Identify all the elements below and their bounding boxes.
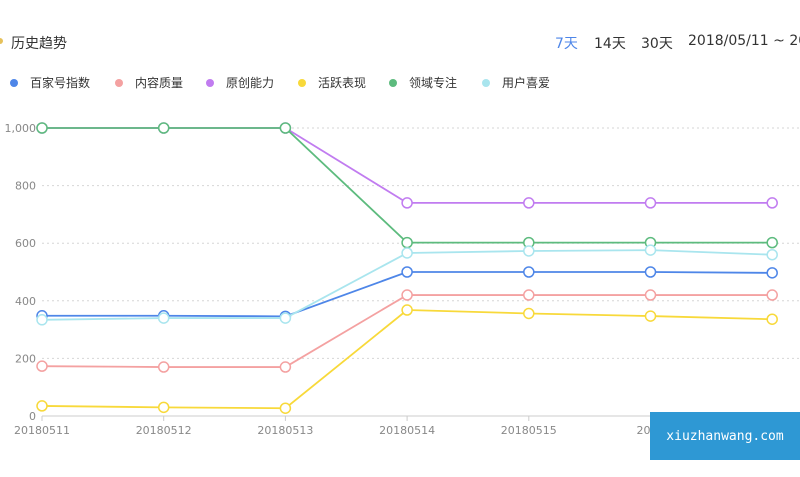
y-tick-label: 1,000 (5, 122, 37, 135)
data-point (401, 247, 413, 259)
legend-label: 百家号指数 (30, 76, 91, 90)
data-point (36, 314, 48, 326)
data-point (279, 361, 292, 373)
data-point (157, 122, 170, 134)
legend-label: 内容质量 (135, 76, 184, 90)
x-tick-label: 20180512 (136, 424, 192, 437)
legend-item-content-quality[interactable]: 内容质量 (115, 74, 183, 91)
title-marker (0, 38, 3, 44)
x-tick-label: 20180511 (14, 424, 70, 437)
data-point (766, 236, 778, 249)
legend-marker (115, 78, 123, 87)
data-point (157, 401, 170, 414)
data-point (766, 313, 778, 325)
data-point (36, 360, 48, 372)
data-point (766, 248, 778, 261)
data-point (401, 197, 413, 209)
legend-item-user-favor[interactable]: 用户喜爱 (482, 74, 550, 91)
data-point (523, 289, 535, 301)
y-tick-label: 400 (15, 295, 36, 308)
legend-label: 原创能力 (226, 76, 275, 90)
chart-header: 历史趋势 7天 14天 30天 2018/05/11 ~ 2018 (0, 0, 800, 80)
data-point (157, 361, 170, 373)
data-point (523, 266, 535, 278)
legend-marker (389, 78, 397, 87)
legend-marker (10, 78, 18, 87)
range-tab-7-days[interactable]: 7天 (555, 36, 578, 52)
panel-title: 历史趋势 (11, 36, 67, 52)
data-point (36, 400, 48, 412)
legend-marker (206, 78, 214, 87)
legend-marker (482, 78, 490, 87)
x-tick-label: 20180513 (257, 424, 313, 437)
data-point (523, 307, 535, 320)
x-tick-label: 20180515 (501, 424, 557, 437)
legend-item-domain-focus[interactable]: 领域专注 (389, 74, 457, 91)
y-tick-label: 200 (15, 352, 36, 365)
legend-label: 用户喜爱 (502, 76, 551, 90)
data-point (644, 197, 657, 209)
data-point (401, 304, 413, 316)
data-point (279, 402, 292, 414)
range-tab-30-days[interactable]: 30天 (641, 36, 673, 52)
range-tab-14-days[interactable]: 14天 (594, 36, 626, 52)
data-point (766, 267, 778, 279)
data-point (766, 197, 778, 209)
legend-item-baijiahao-index[interactable]: 百家号指数 (10, 74, 90, 91)
series-line (42, 127, 773, 204)
chart-legend: 百家号指数 内容质量 原创能力 活跃表现 领域专注 用户喜爱 (0, 74, 800, 92)
y-tick-label: 800 (15, 180, 36, 193)
data-point (644, 244, 657, 256)
legend-label: 活跃表现 (318, 76, 367, 90)
data-point (644, 289, 657, 301)
data-point (401, 289, 413, 301)
data-point (766, 289, 778, 301)
x-tick-label: 20180514 (379, 424, 435, 437)
data-point (157, 312, 170, 324)
watermark: xiuzhanwang.com (650, 412, 800, 460)
y-tick-label: 0 (29, 410, 36, 423)
date-range[interactable]: 2018/05/11 ~ 2018 (688, 33, 800, 49)
legend-item-activity[interactable]: 活跃表现 (298, 74, 366, 91)
data-point (401, 266, 413, 278)
data-point (279, 122, 292, 134)
legend-label: 领域专注 (409, 76, 458, 90)
series-line (41, 309, 773, 410)
y-tick-label: 600 (15, 237, 36, 250)
data-point (36, 122, 48, 134)
legend-item-originality[interactable]: 原创能力 (206, 74, 274, 91)
data-point (644, 266, 657, 278)
data-point (523, 197, 535, 209)
data-point (279, 312, 292, 324)
data-point (401, 236, 413, 249)
data-point (523, 245, 535, 257)
legend-marker (298, 78, 306, 87)
data-point (644, 310, 657, 322)
